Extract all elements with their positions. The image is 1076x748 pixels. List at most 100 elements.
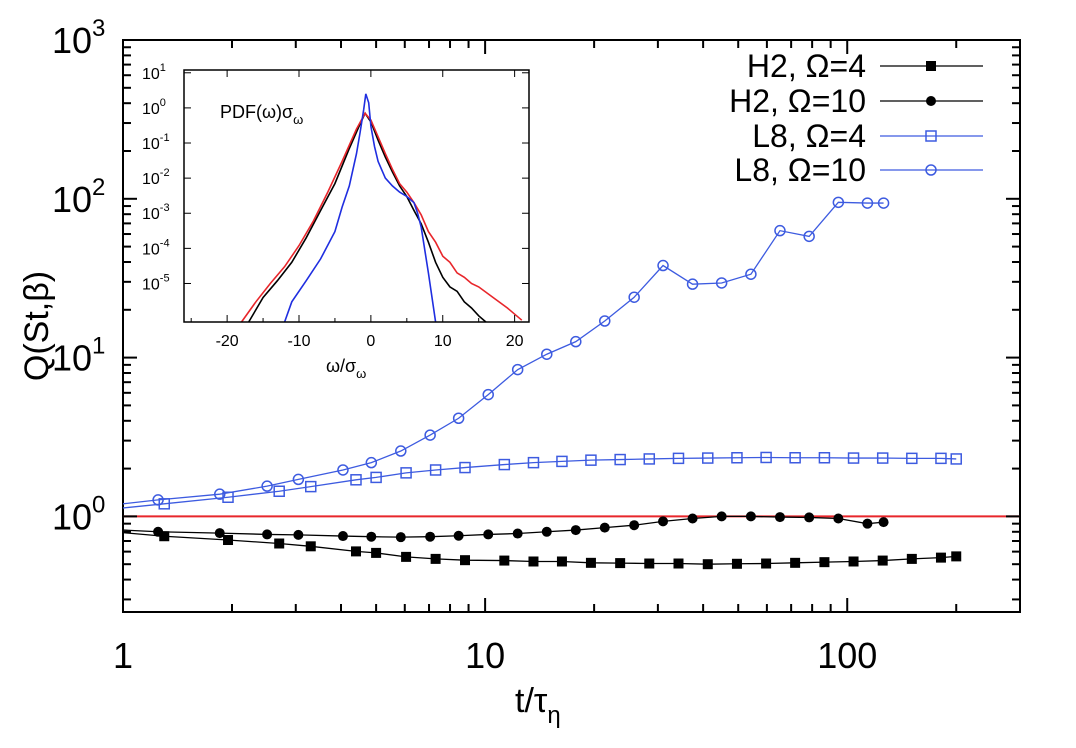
x-tick-label: 10 bbox=[465, 635, 505, 676]
inset-xlabel-base: ω/σ bbox=[326, 356, 356, 376]
series-line bbox=[122, 456, 957, 509]
data-point bbox=[716, 511, 727, 522]
data-point bbox=[599, 315, 611, 327]
y-tick-exp: 0 bbox=[92, 491, 105, 518]
inset-frame bbox=[183, 69, 530, 323]
data-point bbox=[400, 467, 412, 479]
data-point bbox=[292, 473, 305, 486]
data-point bbox=[305, 541, 316, 552]
data-point bbox=[673, 558, 684, 569]
data-point bbox=[350, 474, 362, 486]
data-point bbox=[657, 259, 669, 272]
data-point bbox=[702, 452, 714, 464]
legend-label: L8, Ω=10 bbox=[734, 152, 866, 188]
series-line bbox=[122, 201, 884, 505]
data-point bbox=[556, 556, 567, 567]
data-point bbox=[789, 452, 801, 464]
data-point bbox=[951, 551, 962, 562]
series-3 bbox=[122, 196, 890, 506]
inset-y-tick-exp: -1 bbox=[160, 132, 170, 144]
data-point bbox=[499, 555, 510, 566]
legend-label: L8, Ω=4 bbox=[752, 118, 866, 154]
data-point bbox=[541, 348, 553, 360]
inset-title: PDF(ω)σω bbox=[220, 102, 303, 127]
data-point bbox=[483, 529, 494, 540]
data-point bbox=[731, 558, 742, 569]
main-xlabel: t/τη bbox=[515, 682, 561, 729]
inset-x-tick-label: 0 bbox=[366, 333, 375, 350]
data-point bbox=[877, 197, 890, 209]
data-point bbox=[818, 452, 831, 464]
data-point bbox=[541, 526, 552, 537]
data-point bbox=[950, 453, 962, 465]
data-point bbox=[159, 531, 170, 542]
data-point bbox=[365, 456, 378, 469]
series-0 bbox=[122, 531, 962, 570]
x-tick-label: 100 bbox=[817, 635, 877, 676]
data-point bbox=[935, 552, 946, 563]
data-point bbox=[527, 456, 540, 469]
data-point bbox=[370, 471, 382, 484]
data-point bbox=[570, 525, 581, 536]
data-point bbox=[833, 513, 844, 524]
data-point bbox=[585, 557, 596, 568]
series-2 bbox=[122, 451, 962, 510]
data-point bbox=[760, 451, 772, 464]
data-point bbox=[614, 453, 626, 466]
data-point bbox=[293, 529, 304, 540]
inset-x-tick-label: -10 bbox=[287, 333, 310, 350]
data-point bbox=[395, 532, 406, 543]
main-ticks bbox=[122, 39, 1021, 612]
inset-y-tick-label: 10-2 bbox=[142, 167, 170, 188]
inset-y-tick-exp: 0 bbox=[160, 97, 166, 109]
inset-y-tick-base: 10 bbox=[142, 206, 160, 223]
data-point bbox=[430, 553, 441, 564]
data-point bbox=[790, 557, 801, 568]
data-point bbox=[305, 480, 317, 493]
data-point bbox=[262, 529, 273, 540]
data-point bbox=[261, 480, 273, 492]
data-point bbox=[152, 494, 164, 506]
inset-y-tick-exp: -4 bbox=[160, 237, 170, 249]
data-point bbox=[425, 531, 436, 542]
data-point bbox=[926, 61, 936, 71]
inset-y-tick-base: 10 bbox=[142, 101, 160, 118]
data-point bbox=[153, 526, 164, 537]
inset-y-tick-base: 10 bbox=[142, 241, 160, 258]
inset-y-tick-label: 10-1 bbox=[142, 132, 170, 153]
y-tick-label: 102 bbox=[52, 174, 105, 220]
inset-title-base: PDF(ω)σ bbox=[220, 102, 293, 122]
inset-background bbox=[184, 70, 529, 322]
main-plot-frame bbox=[122, 39, 1021, 613]
data-point bbox=[274, 538, 285, 549]
y-tick-exp: 1 bbox=[92, 333, 105, 360]
data-point bbox=[337, 464, 349, 476]
main-ylabel-text: Q(St,β) bbox=[18, 271, 56, 381]
inset-xlabel-sub: ω bbox=[356, 366, 366, 381]
data-point bbox=[366, 531, 377, 542]
y-tick-label: 101 bbox=[52, 333, 105, 379]
inset-x-tick-label: 20 bbox=[506, 333, 524, 350]
data-point bbox=[628, 291, 640, 303]
data-point bbox=[906, 553, 917, 564]
data-point bbox=[429, 464, 442, 476]
data-point bbox=[803, 230, 815, 243]
y-tick-base: 10 bbox=[52, 179, 92, 220]
data-point bbox=[686, 278, 699, 290]
data-point bbox=[687, 513, 698, 524]
data-point bbox=[351, 546, 362, 557]
data-point bbox=[585, 454, 597, 466]
data-point bbox=[395, 445, 407, 457]
data-point bbox=[629, 520, 640, 531]
data-point bbox=[214, 528, 225, 539]
data-point bbox=[599, 522, 610, 533]
data-point bbox=[847, 452, 860, 464]
data-point bbox=[832, 196, 845, 209]
y-tick-base: 10 bbox=[52, 496, 92, 537]
data-point bbox=[819, 557, 830, 568]
data-point bbox=[715, 277, 728, 289]
